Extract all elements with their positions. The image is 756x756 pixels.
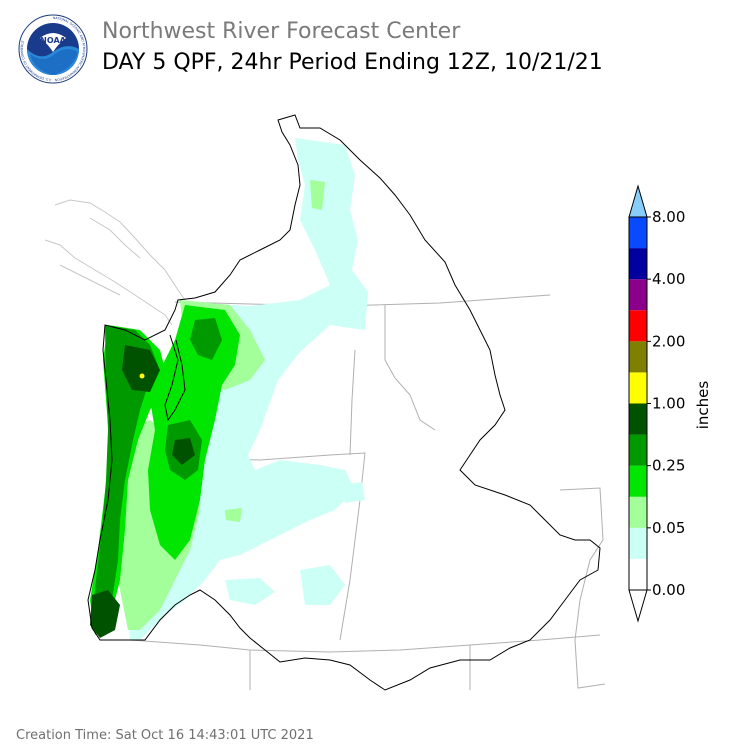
- colorbar-bin: [629, 403, 647, 435]
- qpf-fields: [90, 138, 368, 640]
- colorbar-bin: [629, 558, 647, 590]
- product-title: DAY 5 QPF, 24hr Period Ending 12Z, 10/21…: [102, 50, 603, 75]
- qpf-area-lightgreen-spot: [225, 508, 242, 522]
- colorbar-bin: [629, 527, 647, 559]
- colorbar-bin: [629, 434, 647, 466]
- qpf-area-light-east: [225, 578, 275, 605]
- basin-boundary: [87, 114, 601, 691]
- puget-sound-outline: [164, 334, 186, 422]
- qpf-area-darkgreen-south: [90, 590, 120, 638]
- colorbar-bin: [629, 372, 647, 404]
- colorbar-frame: [628, 216, 648, 591]
- qpf-map: [44, 114, 606, 691]
- qpf-area-darkgreen-cascade: [172, 438, 195, 465]
- colorbar-over-triangle: [628, 184, 648, 218]
- colorbar-tick-label: 0.25: [652, 457, 685, 475]
- colorbar-bin: [629, 465, 647, 497]
- qpf-area-lightgreen-mtn: [310, 180, 325, 210]
- qpf-area-light-east2: [300, 565, 345, 605]
- colorbar-bin: [629, 341, 647, 373]
- colorbar-tick-label: 1.00: [652, 395, 685, 413]
- colorbar-bin: [629, 217, 647, 249]
- creation-time-value: Sat Oct 16 14:43:01 UTC 2021: [115, 728, 314, 743]
- qpf-area-light-east3: [245, 478, 300, 500]
- colorbar-under-triangle: [628, 589, 648, 623]
- qpf-spot-yellow: [139, 373, 145, 379]
- colorbar-tick-label: 0.00: [652, 581, 685, 599]
- colorbar-bin: [629, 248, 647, 280]
- colorbar-bins: [629, 217, 647, 590]
- noaa-logo: NOAA NATIONAL OCEANIC AND ATMOSPHERIC AD…: [18, 14, 88, 84]
- agency-title: Northwest River Forecast Center: [102, 19, 461, 44]
- colorbar-bin: [629, 310, 647, 342]
- qpf-area-light-east4: [340, 482, 365, 503]
- colorbar-tick-label: 0.05: [652, 519, 685, 537]
- colorbar-bin: [629, 279, 647, 311]
- colorbar-ticks: 8.00 4.00 2.00 1.00 0.25 0.05 0.00: [647, 208, 685, 599]
- creation-time-label: Creation Time:: [16, 728, 112, 743]
- coastline-outlines: [44, 199, 186, 326]
- colorbar-bin: [629, 496, 647, 528]
- creation-time: Creation Time: Sat Oct 16 14:43:01 UTC 2…: [16, 728, 314, 743]
- logo-text: NOAA: [40, 36, 66, 45]
- qpf-area-darkgreen: [122, 345, 160, 392]
- qpf-area-medgreen-ncasc: [190, 318, 222, 360]
- colorbar-tick-label: 8.00: [652, 208, 685, 226]
- colorbar-tick-label: 4.00: [652, 270, 685, 288]
- colorbar-tick-label: 2.00: [652, 332, 685, 350]
- colorbar-unit-label: inches: [694, 381, 712, 430]
